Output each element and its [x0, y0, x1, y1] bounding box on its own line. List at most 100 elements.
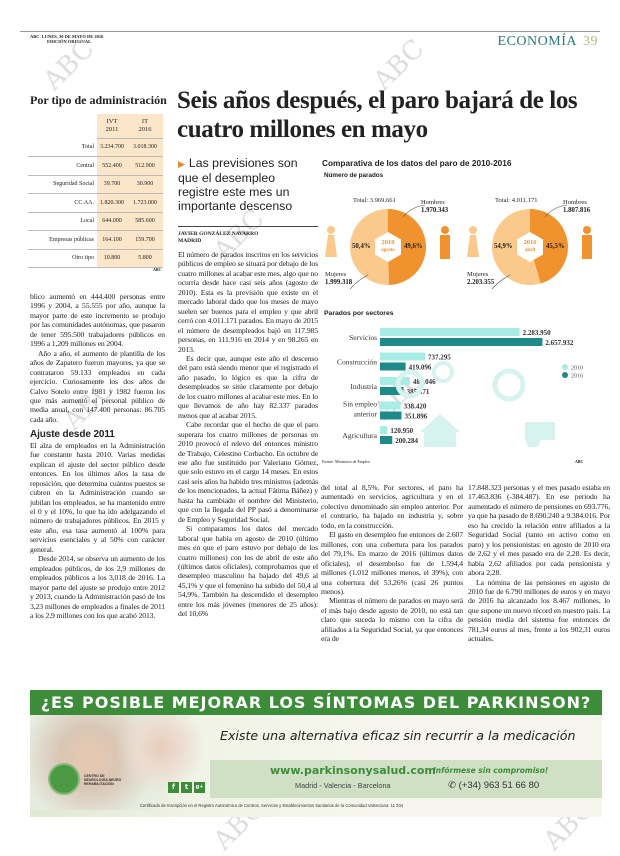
ad-cities: Madrid - Valencia - Barcelona	[295, 781, 391, 790]
cell-value: 3.018.300	[130, 138, 163, 157]
column-header: IVT 2011	[97, 114, 130, 139]
women-pct: 50,4%	[352, 243, 371, 250]
category-label: Servicios	[349, 333, 377, 342]
cell-value: 10.800	[97, 249, 130, 268]
edition: EDICIÓN ORIGINAL	[47, 39, 92, 44]
woman-icon-body	[325, 235, 337, 257]
women-label: Mujeres 2.203.355	[467, 271, 495, 286]
category-label: Construcción	[337, 358, 377, 367]
location: MADRID	[178, 238, 202, 244]
women-slice	[350, 209, 389, 285]
chart-credit: ABC	[575, 459, 584, 464]
category-label: Agricultura	[342, 431, 377, 440]
bar-value-label: 489.046	[413, 378, 436, 386]
cell-value: 159.700	[130, 230, 163, 250]
bar-2010	[380, 426, 388, 434]
plate-icon	[492, 368, 526, 402]
ad-slogan: Existe una alternativa eficaz sin recurr…	[220, 728, 576, 743]
bars-title: Parados por sectores	[324, 310, 394, 317]
page-number: 39	[583, 34, 598, 49]
man-icon-body	[440, 235, 450, 259]
man-icon-body	[582, 235, 592, 259]
ad-info: Infórmese sin compromiso!	[433, 766, 549, 775]
women-slice	[492, 209, 541, 285]
row-label: Otro tipo	[28, 249, 97, 268]
men-pct: 45,5%	[546, 243, 565, 250]
bar-value-label: 120.950	[390, 427, 413, 435]
men-label: Hombres 1.970.343	[421, 199, 449, 214]
masthead-info: ABC LUNES, 30 DE MAYO DE 2016 EDICIÓN OR…	[30, 34, 103, 44]
donut-center-label: 2010 agosto	[381, 239, 395, 253]
left-article: blico aumentó en 444.400 personas entre …	[30, 292, 165, 687]
table-row: Empresas públicas 164.100 159.700	[28, 230, 163, 250]
center-hexagon	[375, 232, 401, 262]
bar-2016	[380, 436, 393, 444]
ad-url[interactable]: www.parkinsonysalud.com	[270, 764, 436, 777]
bar-2016	[380, 387, 404, 395]
infographic-title: Comparativa de los datos del paro de 201…	[322, 158, 512, 168]
men-slice	[530, 209, 568, 284]
woman-icon-body	[467, 235, 479, 257]
paragraph: El número de parados inscritos en los se…	[178, 250, 318, 354]
man-icon	[441, 226, 449, 234]
woman-icon	[327, 226, 335, 234]
facebook-icon[interactable]: f	[168, 782, 179, 793]
donut-total: Total: 4.011.171	[495, 197, 538, 204]
ad-certificate: Certificado de Inscripción en el Registr…	[140, 803, 404, 808]
arrow-icon: ▶	[178, 159, 185, 169]
legend-swatch	[562, 372, 568, 378]
table-row: Seguridad Social 39.700 30.900	[28, 175, 163, 194]
row-label: Seguridad Social	[28, 175, 97, 194]
column-header: IT 2016	[130, 114, 163, 139]
table-row: CC.AA. 1.820.300 1.723.000	[28, 193, 163, 213]
donut-center-label: 2016 abril	[523, 239, 537, 253]
cell-value: 164.100	[97, 230, 130, 250]
cell-value: 3.234.700	[97, 138, 130, 157]
paragraph: El gasto en desempleo fue entonces de 2.…	[321, 530, 463, 596]
paragraph: El alza de empleados en la Administració…	[30, 440, 165, 554]
paper-name: ABC	[30, 34, 40, 39]
byline: JAVIER GONZÁLEZ NAVARRO MADRID	[178, 226, 318, 245]
section-name: ECONOMÍA	[497, 34, 577, 49]
bar-2016	[380, 338, 543, 346]
clinic-logo-text: CENTRO DE NEUROLOGÍA NEURO REHABILITACIÓ…	[84, 774, 122, 786]
article-column-1: El número de parados inscritos en los se…	[178, 250, 318, 687]
category-label: Industria	[350, 382, 377, 391]
bar-value-label: 338.420	[404, 403, 427, 411]
paragraph: Es decir que, aunque este año el descens…	[178, 353, 318, 420]
paragraph: Desde 2014, se observa un aumento de los…	[30, 554, 165, 620]
top-rule	[20, 31, 600, 32]
gear-icon	[432, 361, 454, 383]
table-row: Central 552.400 512.900	[28, 156, 163, 176]
section-header: ECONOMÍA 39	[498, 34, 598, 50]
headline: Seis años después, el paro bajará de los…	[177, 87, 578, 143]
cell-value: 585.600	[130, 212, 163, 231]
row-label: CC.AA.	[28, 193, 97, 213]
article-column-3: 17.848.323 personas y el mes pasado esta…	[468, 483, 610, 687]
bar-2016	[380, 362, 406, 371]
donut-charts	[325, 204, 592, 290]
bar-value-label: 419.096	[409, 364, 432, 372]
table-row: Local 644.000 585.600	[28, 212, 163, 231]
bar-2010	[380, 328, 520, 336]
ad-phone[interactable]: ✆ (+34) 963 51 66 80	[448, 780, 540, 791]
cell-value: 30.900	[130, 175, 163, 194]
bar-value-label: 2.657.932	[545, 339, 574, 347]
row-label: Empresas públicas	[28, 230, 97, 250]
phone-icon: ✆	[448, 780, 459, 791]
donut-total: Total: 3.969.661	[353, 197, 396, 204]
ad-contact-strip	[210, 760, 602, 798]
paragraph: del total al 8,5%. Por sectores, el paro…	[321, 483, 463, 530]
infographic-subtitle: Número de parados	[324, 172, 384, 179]
paragraph: blico aumentó en 444.400 personas entre …	[30, 292, 165, 349]
deck: ▶ Las previsiones son que el desempleo re…	[178, 156, 298, 213]
ad-headline: ¿ES POSIBLE MEJORAR LOS SÍNTOMAS DEL PAR…	[30, 690, 602, 715]
cell-value: 5.800	[130, 249, 163, 268]
clinic-logo	[48, 763, 80, 795]
twitter-icon[interactable]: t	[181, 782, 192, 793]
google-plus-icon[interactable]: g+	[194, 782, 205, 793]
parkinson-ad[interactable]: ¿ES POSIBLE MEJORAR LOS SÍNTOMAS DEL PAR…	[20, 690, 602, 835]
bar-2010	[380, 401, 401, 410]
bar-2010	[380, 352, 426, 361]
author: JAVIER GONZÁLEZ NAVARRO	[178, 231, 259, 237]
